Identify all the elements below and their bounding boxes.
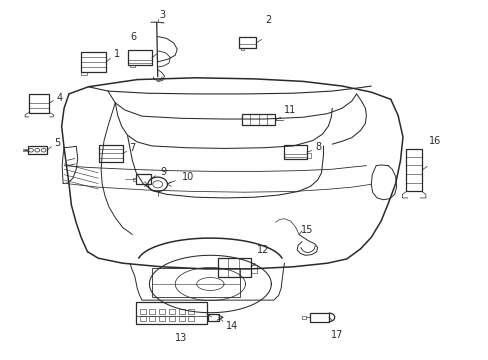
Bar [240, 48, 244, 50]
Text: 9: 9 [160, 167, 166, 177]
Bar [159, 309, 164, 314]
Text: 16: 16 [428, 136, 440, 146]
Text: 15: 15 [300, 225, 312, 235]
Bar [149, 316, 155, 321]
Bar [178, 316, 184, 321]
Text: 12: 12 [256, 245, 268, 255]
Bar [217, 258, 250, 277]
Bar [306, 153, 310, 158]
Bar [149, 309, 155, 314]
Bar [310, 313, 328, 321]
Text: 3: 3 [159, 10, 165, 20]
Bar [130, 65, 135, 67]
Bar [29, 94, 49, 113]
Bar [136, 302, 206, 324]
Bar [238, 37, 256, 48]
Text: 4: 4 [57, 93, 63, 103]
Bar [22, 149, 27, 151]
Bar [284, 145, 306, 159]
Text: 11: 11 [283, 105, 295, 116]
Bar [406, 149, 421, 192]
Bar [27, 146, 47, 154]
Bar [188, 316, 194, 321]
Bar [99, 145, 122, 162]
Text: 6: 6 [130, 32, 136, 42]
Bar [140, 309, 145, 314]
Bar [152, 268, 239, 297]
Bar [81, 51, 106, 72]
Bar [178, 309, 184, 314]
Text: 10: 10 [182, 172, 194, 182]
Bar [207, 314, 218, 320]
Bar [128, 50, 152, 65]
Bar [159, 316, 164, 321]
Bar [140, 316, 145, 321]
Bar [188, 309, 194, 314]
Bar [81, 72, 86, 75]
Text: 2: 2 [264, 15, 271, 25]
Text: 5: 5 [54, 138, 61, 148]
Bar [168, 316, 174, 321]
Bar [250, 265, 256, 273]
Text: 1: 1 [114, 49, 120, 59]
Bar [133, 178, 136, 181]
Text: 13: 13 [175, 333, 187, 343]
Text: 8: 8 [315, 142, 321, 152]
Bar [168, 309, 174, 314]
Bar [136, 174, 151, 184]
Text: 14: 14 [225, 321, 238, 331]
Text: 17: 17 [330, 330, 343, 340]
Bar [242, 114, 275, 126]
Bar [302, 316, 305, 319]
Text: 7: 7 [129, 143, 135, 153]
